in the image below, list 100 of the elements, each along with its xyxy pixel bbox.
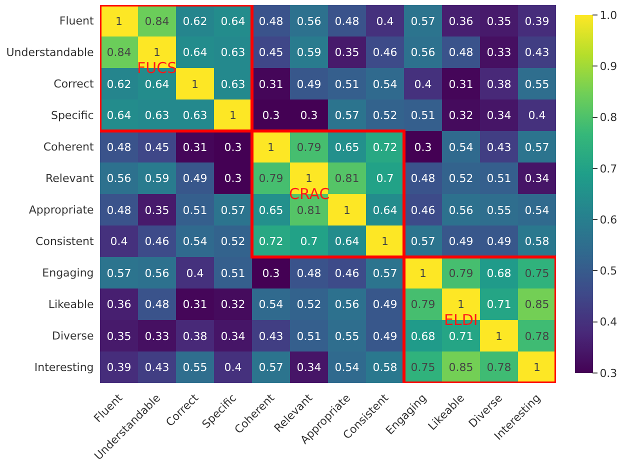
data-label: 1 (116, 14, 122, 28)
data-label: 0.71 (448, 330, 474, 343)
data-label: 0.81 (334, 172, 360, 185)
data-label: 0.32 (220, 298, 246, 311)
data-label: 0.59 (296, 46, 322, 59)
data-label: 0.35 (106, 330, 132, 343)
data-label: 1 (192, 78, 198, 91)
data-label: 0.57 (410, 14, 436, 28)
color-bar-label: 0.7 (600, 162, 618, 176)
data-label: 0.3 (262, 266, 280, 280)
data-label: 0.4 (110, 234, 128, 248)
y-tick-label: Likeable (48, 298, 94, 312)
data-label: 0.36 (106, 298, 132, 311)
data-label: 0.54 (258, 298, 284, 311)
data-label: 0.65 (334, 140, 360, 154)
data-label: 0.58 (524, 234, 550, 248)
data-label: 0.75 (524, 266, 550, 280)
color-bar-label: 0.5 (600, 264, 618, 278)
data-label: 0.54 (448, 140, 474, 154)
data-label: 0.46 (372, 46, 398, 59)
data-label: 0.55 (334, 330, 360, 343)
data-label: 0.85 (524, 298, 550, 311)
data-label: 0.57 (220, 204, 246, 217)
data-label: 0.64 (372, 204, 398, 217)
data-label: 0.64 (220, 14, 246, 28)
data-label: 0.4 (186, 266, 204, 280)
data-label: 0.51 (410, 108, 436, 122)
data-label: 0.33 (486, 46, 512, 59)
data-label: 0.38 (182, 330, 208, 343)
data-label: 0.63 (220, 46, 246, 59)
data-label: 1 (344, 204, 350, 217)
y-tick-label: Engaging (42, 266, 94, 280)
data-label: 0.39 (524, 14, 550, 28)
data-label: 0.57 (410, 234, 436, 248)
y-tick-label: Consistent (36, 235, 94, 248)
data-label: 0.71 (486, 298, 512, 311)
data-label: 0.31 (258, 78, 284, 91)
data-label: 0.57 (106, 266, 132, 280)
data-label: 1 (268, 140, 274, 154)
data-label: 0.4 (376, 14, 394, 28)
data-label: 0.49 (486, 234, 512, 248)
data-label: 0.46 (334, 266, 360, 280)
y-tick-label: Understandable (6, 46, 94, 60)
y-tick-label: Appropriate (28, 204, 94, 217)
data-label: 0.56 (144, 266, 170, 280)
data-label: 0.3 (262, 108, 280, 122)
data-label: 0.4 (528, 108, 546, 122)
data-label: 0.49 (448, 234, 474, 248)
y-tick-label: Coherent (43, 140, 94, 154)
data-label: 0.65 (258, 204, 284, 217)
data-label: 0.84 (144, 14, 170, 28)
data-label: 0.78 (524, 330, 550, 343)
color-bar-label: 0.9 (600, 60, 618, 73)
data-label: 0.43 (258, 330, 284, 343)
data-label: 0.54 (182, 234, 208, 248)
data-label: 0.57 (372, 266, 398, 280)
data-label: 0.7 (300, 234, 318, 248)
data-label: 0.34 (296, 360, 322, 374)
data-label: 0.52 (220, 234, 246, 248)
data-label: 0.35 (144, 204, 170, 217)
y-tick-label: Correct (54, 78, 94, 91)
data-label: 0.58 (372, 360, 398, 374)
data-label: 0.45 (258, 46, 284, 59)
data-label: 0.48 (106, 204, 132, 217)
data-label: 0.54 (372, 78, 398, 91)
data-label: 0.51 (220, 266, 246, 280)
data-label: 0.72 (372, 140, 398, 154)
data-label: 1 (534, 360, 540, 374)
data-label: 0.78 (486, 360, 512, 374)
data-label: 0.33 (144, 330, 170, 343)
data-label: 0.79 (448, 266, 474, 280)
data-label: 1 (154, 46, 160, 59)
data-label: 0.64 (144, 78, 170, 91)
data-label: 0.38 (486, 78, 512, 91)
data-label: 0.49 (296, 78, 322, 91)
data-label: 0.84 (106, 46, 132, 59)
data-label: 0.51 (296, 330, 322, 343)
data-label: 0.51 (334, 78, 360, 91)
data-label: 0.57 (334, 108, 360, 122)
data-label: 0.57 (258, 360, 284, 374)
data-label: 0.56 (410, 46, 436, 59)
data-label: 0.79 (410, 298, 436, 311)
data-label: 0.57 (524, 140, 550, 154)
data-label: 0.49 (372, 298, 398, 311)
data-label: 0.4 (414, 78, 432, 91)
data-label: 0.49 (182, 172, 208, 185)
data-label: 0.46 (144, 234, 170, 248)
data-label: 1 (230, 108, 236, 122)
data-label: 0.31 (182, 140, 208, 154)
data-label: 0.51 (486, 172, 512, 185)
data-label: 0.63 (144, 108, 170, 122)
data-label: 0.79 (296, 140, 322, 154)
data-label: 0.56 (448, 204, 474, 217)
y-tick-label: Relevant (46, 172, 94, 186)
color-bar-label: 0.3 (600, 366, 618, 380)
data-label: 0.43 (144, 360, 170, 374)
data-label: 0.62 (106, 78, 132, 91)
data-label: 0.68 (410, 330, 436, 343)
data-label: 0.39 (106, 360, 132, 374)
data-label: 0.59 (144, 172, 170, 185)
